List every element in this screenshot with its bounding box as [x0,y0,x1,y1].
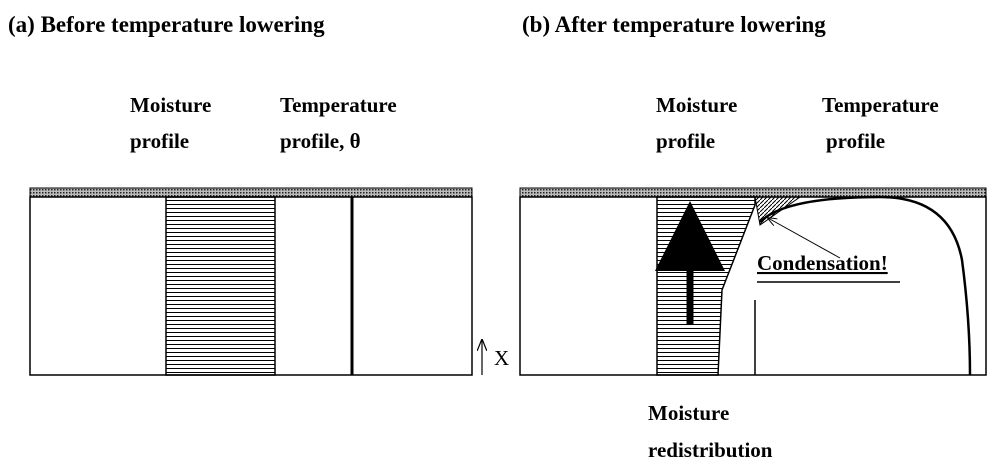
label: Moisture [648,401,729,425]
label: profile [656,129,715,153]
pointer-arrow [768,218,841,259]
label: Temperature [280,93,397,117]
panel-title: (a) Before temperature lowering [8,12,325,37]
moisture-profile [165,196,276,376]
surface [29,187,473,198]
label: Temperature [822,93,939,117]
label: redistribution [648,438,773,462]
surface [519,187,987,198]
moisture-profile [656,196,756,376]
label: profile [130,129,189,153]
temperature-profile [759,195,972,376]
label: Moisture [130,93,211,117]
condensation-label: Condensation! [757,251,888,275]
label: Moisture [656,93,737,117]
panel-title: (b) After temperature lowering [522,12,826,37]
box [519,196,987,376]
label: profile [826,129,885,153]
axis-label: X [494,346,509,370]
label: profile, θ [280,129,361,153]
